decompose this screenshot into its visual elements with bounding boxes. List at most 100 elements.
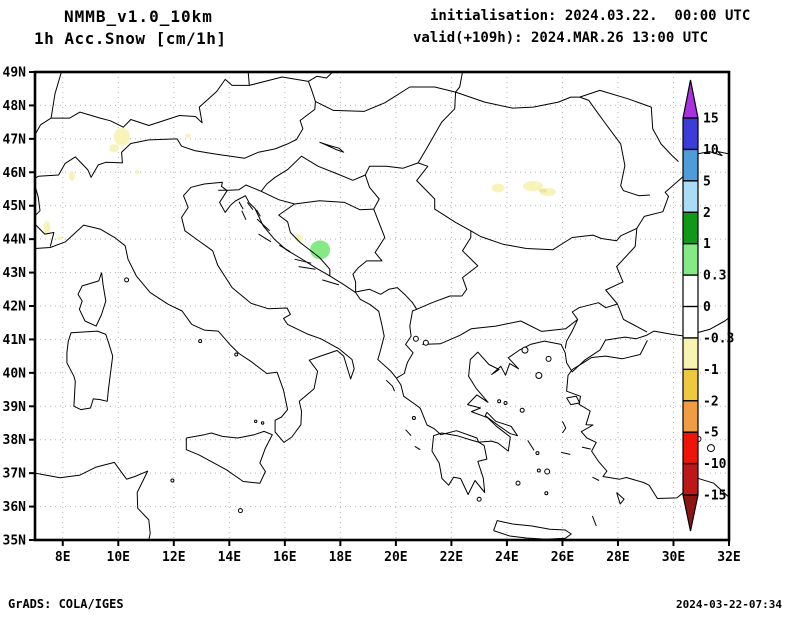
alps-dot-south [134,169,139,174]
colorbar-segment [683,306,698,338]
map-line [35,185,41,217]
map-line [66,330,114,411]
colorbar-label: -2 [703,394,719,409]
map-line [364,174,380,210]
map-line [592,476,600,481]
map-line [364,162,419,176]
map-line [561,421,567,434]
map-line [591,515,597,527]
bosnia-green-patch [310,240,331,260]
island-dot [237,508,243,514]
map-line [247,72,250,86]
map-line [185,430,273,484]
colorbar-segment [683,118,698,150]
colorbar-segment [683,180,698,213]
lat-label: 40N [3,366,27,381]
island-dot [535,451,540,456]
lon-label: 20E [384,550,407,565]
map-line [315,86,456,112]
lat-label: 48N [3,99,27,114]
map-line [416,295,462,310]
lat-label: 46N [3,166,27,181]
island-dot [706,444,715,453]
field-title: 1h Acc.Snow [cm/1h] [34,29,227,48]
map-line [278,203,331,276]
grads-credit: GrADS: COLA/IGES [8,597,124,611]
map-line [616,492,625,505]
lat-label: 49N [3,66,27,81]
lat-label: 36N [3,500,27,515]
french-alps-streak [43,221,51,236]
map-line [287,81,316,145]
island-dot [412,335,419,342]
map-line [51,76,309,128]
lon-label: 30E [662,550,685,565]
island-dot [503,400,508,405]
lon-label: 32E [717,550,740,565]
valid-time-label: valid(+109h): 2024.MAR.26 13:00 UTC [413,30,709,46]
lon-label: 22E [440,550,463,565]
map-line [256,209,261,217]
map-line [431,432,488,495]
colorbar-segment [683,275,698,307]
map-line [461,230,479,297]
island-dot [536,468,541,473]
colorbar-label: -10 [703,457,727,472]
carpathians-spot-dark [539,188,548,193]
lon-label: 16E [273,550,296,565]
colorbar-segment [683,149,698,181]
model-title: NMMB_v1.0_10km [64,7,213,26]
lon-label: 14E [218,550,241,565]
map-line [35,223,55,247]
colorbar-label: -15 [703,489,726,504]
map-line [256,218,270,232]
colorbar-segment [683,369,698,401]
render-timestamp: 2024-03-22-07:34 [676,598,782,611]
colorbar-label: 15 [703,112,719,127]
alps-dot-east [184,133,191,138]
map-line [294,258,312,264]
colorbar: 15 10 5 2 1 0.3 0 -0.3 -1 -2 -5 -10 -15 [682,79,734,532]
map-line [416,72,638,251]
map-line [566,395,581,406]
island-dot [519,407,525,413]
map-line [493,520,572,540]
map-line [385,379,395,392]
island-dot [521,346,529,354]
lon-label: 26E [551,550,574,565]
island-dot [260,421,265,425]
map-line [35,138,288,179]
coastlines-borders [35,72,729,540]
colorbar-label: 0 [703,300,711,315]
island-dot [544,491,549,496]
carpathians-patch-west [491,183,505,193]
map-line [605,151,729,333]
island-dot [124,277,130,283]
map-line [455,91,650,197]
island-dot [198,339,203,344]
map-line [566,340,729,499]
map-line [355,287,418,379]
map-line [258,233,272,243]
carpathians-patch-mid [523,180,544,191]
alps-patch-large [113,127,130,146]
colorbar-label: -0.3 [703,331,734,346]
lon-label: 10E [107,550,130,565]
map-line [238,201,244,210]
map-line [560,451,571,455]
map-line [422,302,618,345]
colorbar-label: 1 [703,237,711,252]
island-dot [253,419,258,424]
lat-label: 38N [3,433,27,448]
island-dot [422,339,429,346]
island-dot [544,468,551,475]
map-line [322,279,340,286]
colorbar-segment [683,400,698,433]
graticule [35,72,729,540]
map-line [260,190,374,211]
colorbar-label: 0.3 [703,269,726,284]
map-line [405,429,412,437]
colorbar-label: 10 [703,143,719,158]
colorbar-label: -1 [703,363,719,378]
